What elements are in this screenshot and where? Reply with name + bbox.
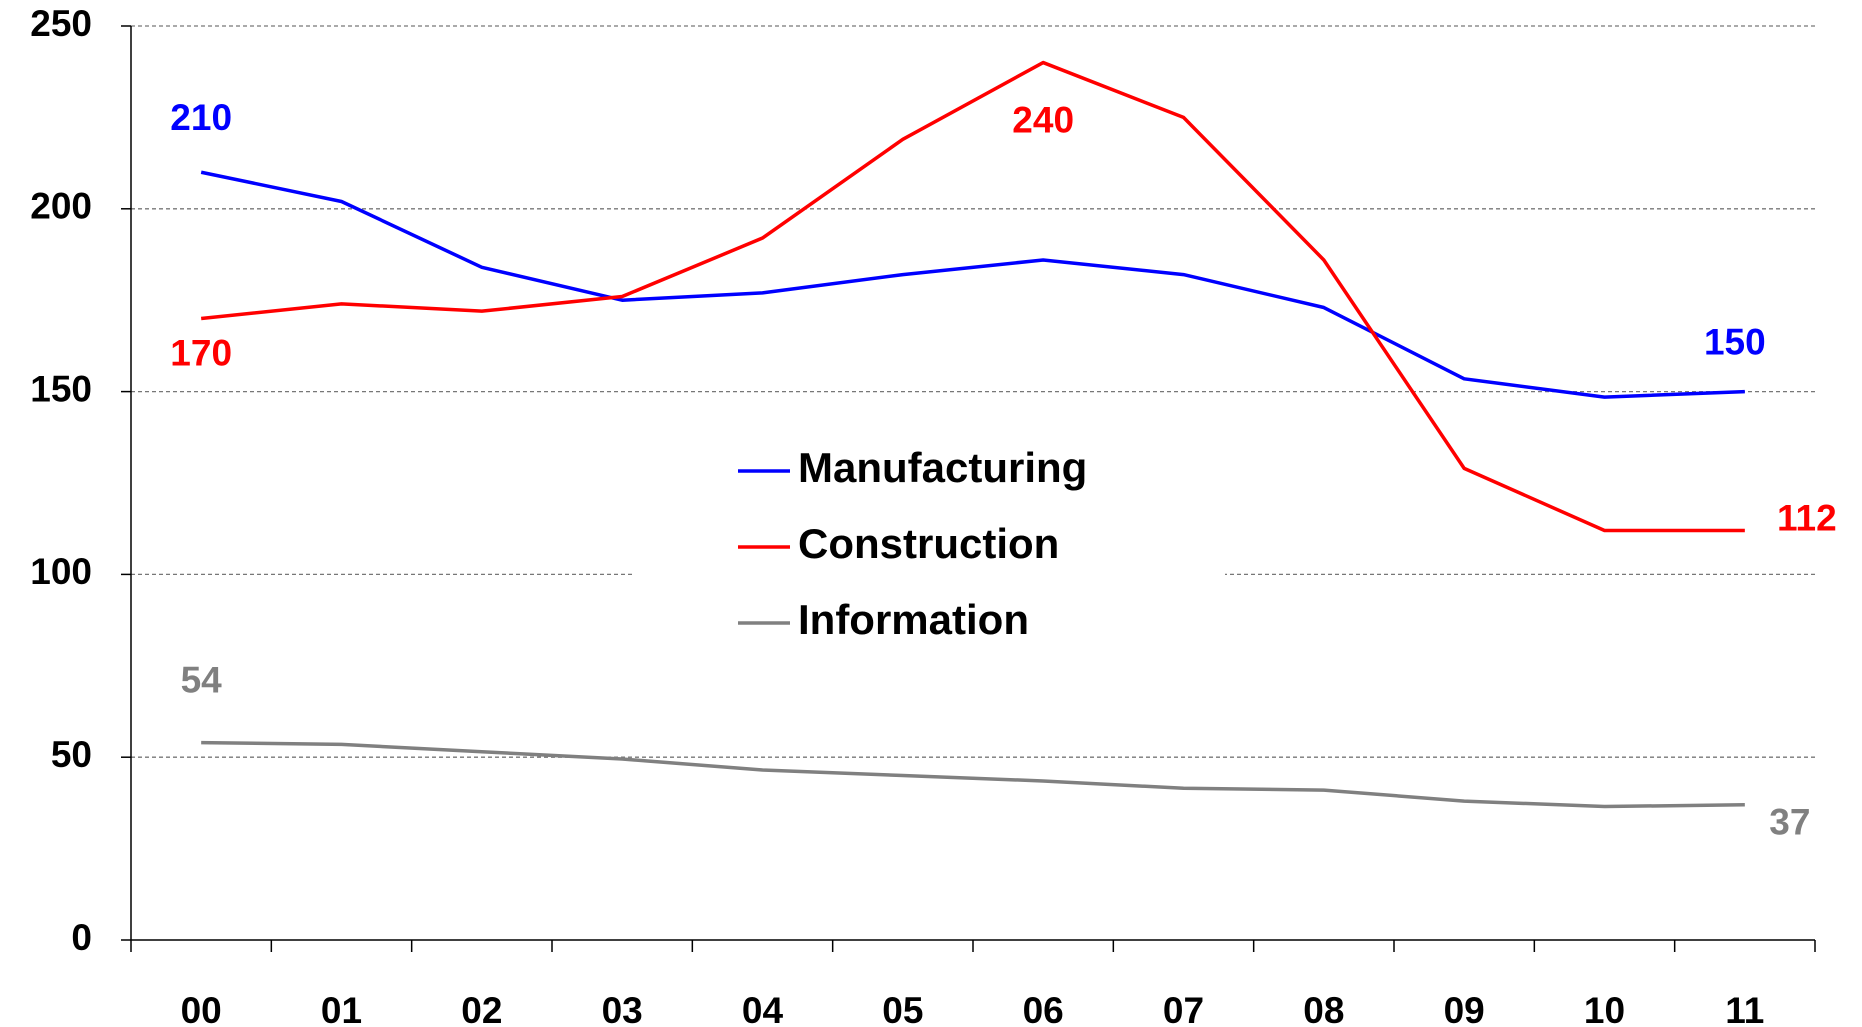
y-tick-label: 150	[30, 368, 92, 409]
x-tick-label: 05	[882, 990, 923, 1027]
x-tick-label: 01	[321, 990, 362, 1027]
data-label: 210	[170, 97, 232, 138]
x-tick-label: 03	[602, 990, 643, 1027]
data-label: 150	[1704, 321, 1766, 362]
y-tick-label: 50	[51, 734, 92, 775]
x-tick-label: 10	[1584, 990, 1625, 1027]
data-label: 170	[170, 332, 232, 373]
y-tick-label: 100	[30, 551, 92, 592]
x-tick-label: 00	[181, 990, 222, 1027]
series-line	[201, 740, 1745, 809]
x-tick-label: 07	[1163, 990, 1204, 1027]
x-tick-label: 04	[742, 990, 784, 1027]
y-tick-label: 250	[30, 3, 92, 44]
series-line	[200, 170, 1745, 399]
x-tick-label: 02	[461, 990, 502, 1027]
x-tick-label: 09	[1444, 990, 1485, 1027]
legend-label: Construction	[798, 520, 1059, 567]
legend-background	[635, 440, 1225, 655]
y-tick-label: 200	[30, 186, 92, 227]
x-tick-label: 11	[1725, 990, 1764, 1027]
data-label: 240	[1012, 99, 1074, 140]
data-label: 54	[181, 659, 223, 700]
legend-label: Manufacturing	[798, 444, 1087, 491]
series-line	[200, 60, 1745, 533]
data-label: 112	[1777, 497, 1837, 538]
x-tick-label: 08	[1303, 990, 1344, 1027]
legend-label: Information	[798, 596, 1029, 643]
data-label: 37	[1769, 802, 1810, 843]
x-tick-label: 06	[1023, 990, 1064, 1027]
y-tick-label: 0	[71, 917, 92, 958]
